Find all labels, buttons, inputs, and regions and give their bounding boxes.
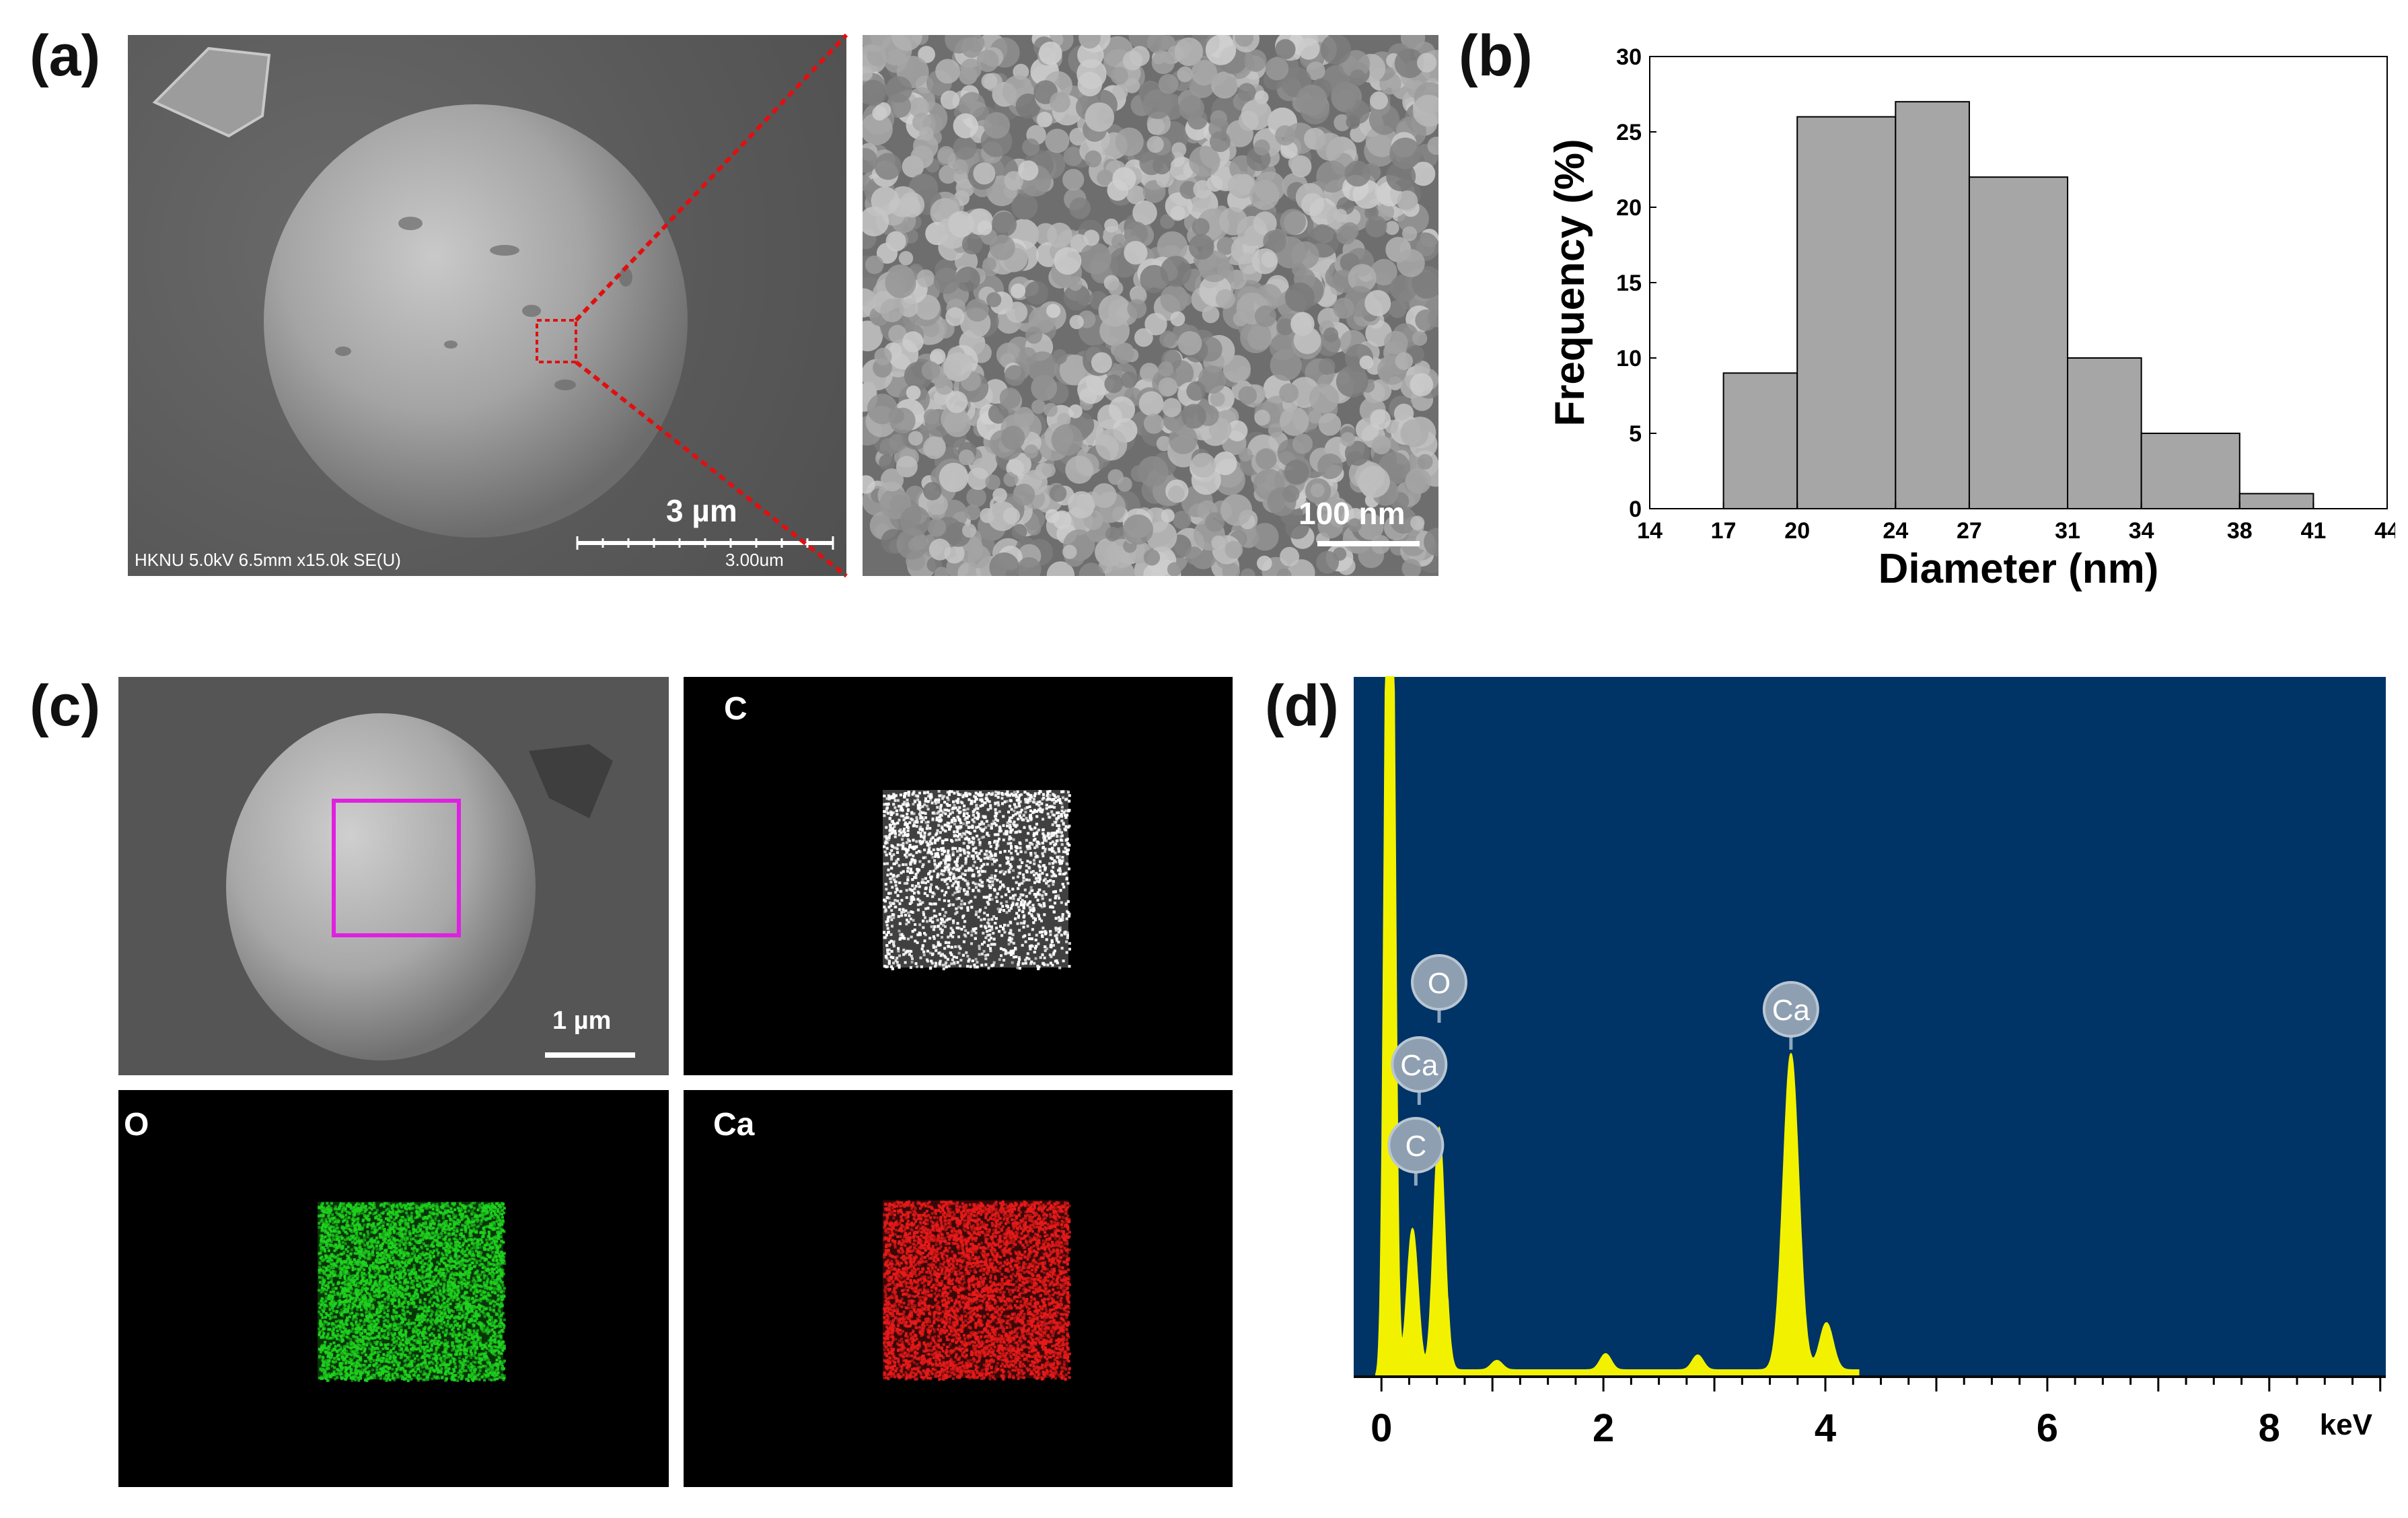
spectrum-unit-label: keV (2320, 1408, 2373, 1441)
sphere-particle (264, 104, 688, 538)
scale-label-main: 3 µm (666, 493, 737, 528)
map-label-ca: Ca (713, 1107, 755, 1143)
x-axis-title: Diameter (nm) (1878, 546, 2159, 592)
sphere-particle-c (226, 713, 536, 1060)
histogram-bar (1968, 176, 2069, 509)
histogram-bar (1895, 101, 1970, 509)
eds-map-carbon: C (684, 677, 1233, 1075)
peak-marker (1387, 1117, 1445, 1173)
scale-sub-label: 3.00um (725, 550, 784, 570)
eds-map-calcium: Ca (684, 1090, 1233, 1487)
sem-footer-info: HKNU 5.0kV 6.5mm x15.0k SE(U) (135, 550, 401, 570)
sem-image-particle: 3 µm 3.00um HKNU 5.0kV 6.5mm x15.0k SE(U… (128, 35, 846, 576)
y-tick-label: 15 (1616, 270, 1642, 296)
map-label-c: C (724, 691, 747, 727)
scale-label-zoom: 100 nm (1299, 496, 1406, 531)
y-tick-label: 10 (1616, 346, 1642, 371)
zoom-region-box (536, 319, 577, 363)
histogram-bar (2067, 357, 2142, 509)
sem-particle-drawing (152, 46, 834, 550)
spectrum-tick-label: 4 (1815, 1406, 1836, 1450)
panel-b-letter: (b) (1459, 24, 1533, 88)
nanograin-texture (863, 35, 1438, 576)
spectrum-plot-area (1354, 677, 2386, 1377)
spectrum-tick-label: 2 (1593, 1406, 1614, 1450)
x-tick-label: 20 (1784, 518, 1810, 544)
peak-marker (1411, 954, 1468, 1011)
y-tick-label: 25 (1616, 120, 1642, 145)
scale-bar-zoom (1317, 541, 1420, 546)
eds-spectrum-chart: 0 2 4 6 8 keV O Ca C Ca (1354, 676, 2386, 1450)
panel-a-letter: (a) (30, 24, 101, 88)
x-tick-label: 24 (1883, 518, 1908, 544)
map-label-o: O (124, 1107, 149, 1143)
histogram-bar (2238, 493, 2314, 509)
y-tick-label: 5 (1629, 421, 1642, 447)
peak-marker-label: O (1428, 967, 1451, 1000)
histogram-chart: 0 5 10 15 20 25 30 14 17 20 24 27 31 34 38 41 44 Diameter… (1547, 44, 2395, 592)
panel-c-letter: (c) (30, 674, 101, 738)
debris-fragment (529, 744, 613, 818)
sem-image-mapping-area: 1 µm (118, 677, 669, 1075)
peak-marker-label: Ca (1772, 994, 1811, 1027)
peak-marker-label: Ca (1400, 1049, 1438, 1082)
spectrum-tick-label: 8 (2259, 1406, 2280, 1450)
x-tick-label: 31 (2055, 518, 2080, 544)
scale-label-c: 1 µm (552, 1007, 612, 1035)
crystal-fragment (152, 46, 271, 138)
y-tick-label: 0 (1629, 497, 1642, 522)
spectrum-tick-label: 0 (1371, 1406, 1392, 1450)
histogram-bar (2140, 433, 2240, 509)
y-tick-label: 30 (1616, 44, 1642, 70)
mapping-region-box (332, 799, 461, 937)
x-tick-label: 34 (2129, 518, 2154, 544)
sem-image-zoom: 100 nm (863, 35, 1438, 576)
panel-d-letter: (d) (1265, 674, 1339, 738)
mapping-particle-drawing (226, 713, 635, 1060)
x-tick-label: 27 (1957, 518, 1982, 544)
y-tick-label: 20 (1616, 195, 1642, 221)
peak-marker (1391, 1036, 1448, 1093)
x-tick-label: 38 (2227, 518, 2253, 544)
x-tick-label: 44 (2374, 518, 2395, 544)
x-tick-label: 41 (2300, 518, 2326, 544)
y-axis-title: Frequency (%) (1547, 139, 1593, 426)
histogram-bar (1722, 372, 1798, 510)
peak-marker-label: C (1405, 1130, 1426, 1163)
spectrum-trace (1375, 676, 1860, 1377)
x-tick-label: 14 (1637, 518, 1663, 544)
peak-marker (1762, 981, 1819, 1038)
spectrum-tick-label: 6 (2037, 1406, 2058, 1450)
x-tick-label: 17 (1711, 518, 1737, 544)
histogram-bar (1796, 116, 1897, 510)
eds-map-oxygen: O (118, 1090, 669, 1487)
